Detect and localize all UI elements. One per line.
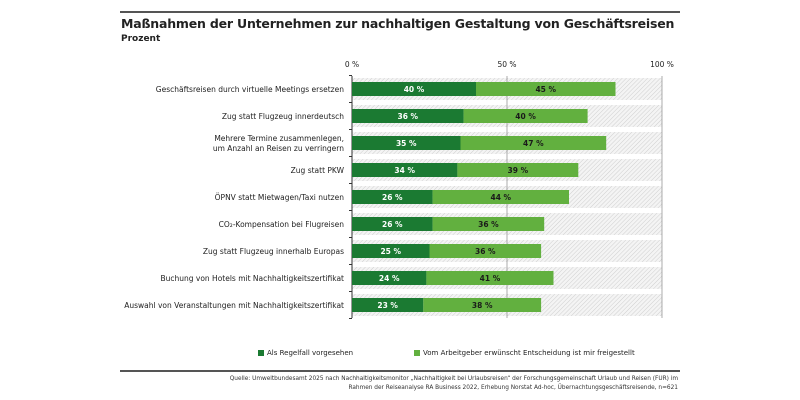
bar-segment: [352, 190, 433, 204]
data-label: 25 %: [380, 247, 401, 256]
data-label: 36 %: [475, 247, 496, 256]
data-label: 40 %: [404, 85, 425, 94]
legend-item-regelfall: Als Regelfall vorgesehen: [258, 349, 353, 357]
data-label: 35 %: [396, 139, 417, 148]
data-label: 23 %: [377, 301, 398, 310]
bar-segment: [352, 109, 464, 123]
bar-segment: [429, 244, 542, 258]
data-label: 40 %: [515, 112, 536, 121]
data-label: 34 %: [394, 166, 415, 175]
bar-segment: [463, 109, 588, 123]
bar-segment: [423, 298, 542, 312]
x-tick-label: 50 %: [497, 60, 516, 69]
category-label: Buchung von Hotels mit Nachhaltigkeitsze…: [160, 274, 344, 283]
bar-segment: [426, 271, 554, 285]
data-label: 24 %: [379, 274, 400, 283]
data-label: 44 %: [491, 193, 512, 202]
data-label: 36 %: [478, 220, 499, 229]
source-note: Quelle: Umweltbundesamt 2025 nach Nachha…: [229, 376, 678, 391]
legend-label: Als Regelfall vorgesehen: [267, 349, 354, 357]
top-rule: [120, 11, 680, 13]
bar-segment: [352, 217, 433, 231]
data-label: 45 %: [535, 85, 556, 94]
bar-segment: [476, 82, 616, 96]
bar-segment: [432, 190, 569, 204]
category-label: ÖPNV statt Mietwagen/Taxi nutzen: [215, 193, 345, 202]
bottom-rule: [120, 370, 680, 372]
bar-segment: [432, 217, 545, 231]
bar-segment: [352, 271, 427, 285]
category-label: Auswahl von Veranstaltungen mit Nachhalt…: [124, 301, 344, 310]
category-label: Zug statt Flugzeug innerdeutsch: [222, 112, 344, 121]
bar-segment: [352, 244, 430, 258]
data-label: 38 %: [472, 301, 493, 310]
bar-segment: [352, 163, 458, 177]
data-label: 39 %: [508, 166, 529, 175]
data-label: 26 %: [382, 220, 403, 229]
legend-swatch: [258, 350, 264, 356]
x-tick-label: 0 %: [345, 60, 359, 69]
x-tick-label: 100 %: [650, 60, 674, 69]
legend-swatch: [414, 350, 420, 356]
chart-title: Maßnahmen der Unternehmen zur nachhaltig…: [121, 16, 675, 31]
category-label: um Anzahl an Reisen zu verringern: [213, 144, 344, 153]
data-label: 26 %: [382, 193, 403, 202]
data-label: 41 %: [480, 274, 501, 283]
data-label: 36 %: [398, 112, 419, 121]
chart-subtitle: Prozent: [121, 34, 161, 44]
bar-segment: [460, 136, 607, 150]
data-label: 47 %: [523, 139, 544, 148]
bar-segment: [352, 136, 461, 150]
category-label: Geschäftsreisen durch virtuelle Meetings…: [156, 85, 344, 94]
category-label: Zug statt Flugzeug innerhalb Europas: [203, 247, 344, 256]
category-label: Zug statt PKW: [291, 166, 345, 175]
bar-segment: [457, 163, 579, 177]
category-label: Mehrere Termine zusammenlegen,: [214, 134, 344, 143]
legend-label: Vom Arbeitgeber erwünscht Entscheidung i…: [423, 349, 635, 357]
bar-segment: [352, 298, 424, 312]
legend-item-freigestellt: Vom Arbeitgeber erwünscht Entscheidung i…: [414, 349, 635, 357]
category-label: CO₂-Kompensation bei Flugreisen: [219, 220, 345, 229]
bar-segment: [352, 82, 476, 96]
